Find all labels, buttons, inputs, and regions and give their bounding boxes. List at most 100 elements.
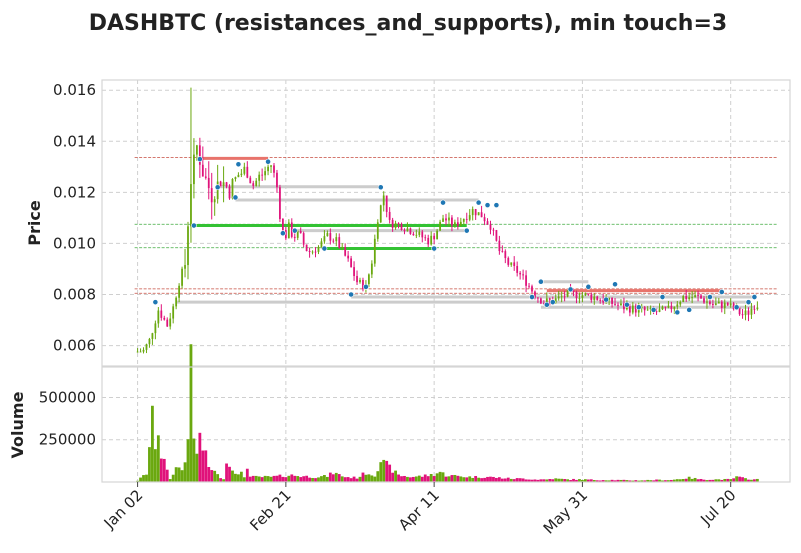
volume-bar	[403, 475, 406, 482]
candle-body-up	[270, 165, 272, 167]
volume-bar	[293, 475, 297, 482]
candle-body-down	[720, 301, 723, 308]
candle-body-down	[590, 294, 593, 300]
volume-bar	[222, 479, 225, 482]
volume-bar	[139, 477, 142, 482]
volume-bar	[171, 474, 175, 482]
candle-body-up	[187, 226, 189, 266]
candle-body-up	[317, 246, 320, 252]
volume-bar	[373, 476, 377, 482]
candle-body-up	[237, 174, 240, 178]
candle-body-up	[694, 295, 697, 298]
volume-bar	[248, 476, 252, 482]
volume-bar	[251, 475, 255, 482]
touch-marker	[549, 299, 556, 306]
volume-bar	[678, 479, 682, 482]
candle-body-down	[542, 303, 545, 305]
candle-body-down	[474, 209, 477, 216]
x-tick-label: Apr 11	[395, 486, 443, 534]
volume-bar	[361, 472, 365, 482]
volume-bar	[323, 475, 326, 482]
volume-bar	[628, 480, 632, 482]
touch-marker	[659, 294, 666, 300]
volume-bar	[527, 479, 531, 482]
candle-body-down	[397, 223, 400, 225]
volume-bar	[631, 480, 635, 482]
candle-body-up	[714, 303, 717, 305]
candle-body-up	[706, 301, 708, 303]
candle-body-down	[219, 181, 222, 187]
volume-bar	[669, 479, 673, 482]
candle-body-down	[246, 166, 249, 178]
candle-body-down	[495, 230, 498, 241]
volume-bar	[637, 480, 641, 482]
candle-body-down	[747, 310, 750, 315]
volume-bar	[720, 479, 724, 482]
candle-body-up	[554, 298, 557, 303]
candle-body-up	[471, 209, 474, 216]
candle-body-down	[513, 262, 516, 267]
candle-body-up	[394, 223, 397, 228]
candle-body-down	[670, 305, 673, 310]
volume-plot-area	[102, 367, 790, 482]
volume-bar	[693, 477, 697, 482]
price-axis-label: Price	[25, 200, 44, 246]
volume-bar	[201, 450, 205, 482]
touch-marker	[529, 294, 535, 300]
volume-bar	[370, 475, 374, 482]
volume-bar	[231, 470, 234, 482]
volume-bar	[575, 479, 578, 482]
candle-body-up	[311, 251, 314, 253]
x-tick-label: Jan 02	[100, 486, 147, 533]
candle-body-up	[744, 310, 747, 316]
candle-body-up	[169, 318, 172, 327]
volume-bar	[290, 474, 294, 482]
touch-marker	[265, 158, 271, 165]
candle-body-up	[691, 297, 694, 299]
touch-marker	[321, 245, 328, 252]
x-tick-label: May 31	[540, 486, 592, 538]
candle-body-down	[703, 298, 705, 303]
volume-bar	[658, 479, 661, 482]
candle-body-down	[225, 182, 228, 187]
volume-bar	[551, 479, 555, 482]
candle-body-down	[249, 177, 252, 184]
candle-body-down	[353, 267, 355, 277]
candle-body-down	[528, 285, 530, 287]
candle-body-down	[711, 303, 714, 305]
candle-body-up	[184, 265, 186, 269]
candle-body-up	[468, 215, 471, 220]
volume-bar	[453, 474, 457, 482]
volume-bar	[610, 479, 614, 482]
candle-body-down	[732, 303, 735, 310]
volume-bar	[681, 479, 685, 482]
touch-marker	[686, 306, 693, 313]
volume-bar	[177, 467, 181, 482]
volume-bar	[302, 476, 306, 482]
volume-bar	[619, 479, 623, 482]
candle-body-up	[145, 344, 148, 350]
volume-bar	[500, 478, 504, 482]
candle-body-up	[370, 263, 373, 275]
candle-body-up	[430, 235, 433, 245]
volume-bar	[406, 476, 409, 482]
volume-bar	[441, 472, 445, 482]
volume-bar	[204, 450, 208, 482]
candle-body-up	[661, 306, 664, 310]
candle-body-up	[578, 297, 581, 299]
candle-body-down	[623, 303, 625, 310]
candle-body-down	[276, 172, 278, 188]
candle-body-up	[729, 303, 732, 306]
candle-body-down	[302, 233, 305, 245]
volume-bar	[156, 435, 160, 482]
touch-marker	[751, 294, 758, 300]
volume-bar	[151, 405, 154, 482]
candle-body-down	[664, 306, 667, 308]
volume-bar	[592, 480, 596, 482]
candle-body-up	[717, 301, 720, 304]
price-tick-label: 0.014	[53, 132, 96, 150]
candle-body-up	[216, 181, 219, 200]
candle-body-down	[338, 237, 341, 248]
volume-bar	[417, 475, 421, 482]
